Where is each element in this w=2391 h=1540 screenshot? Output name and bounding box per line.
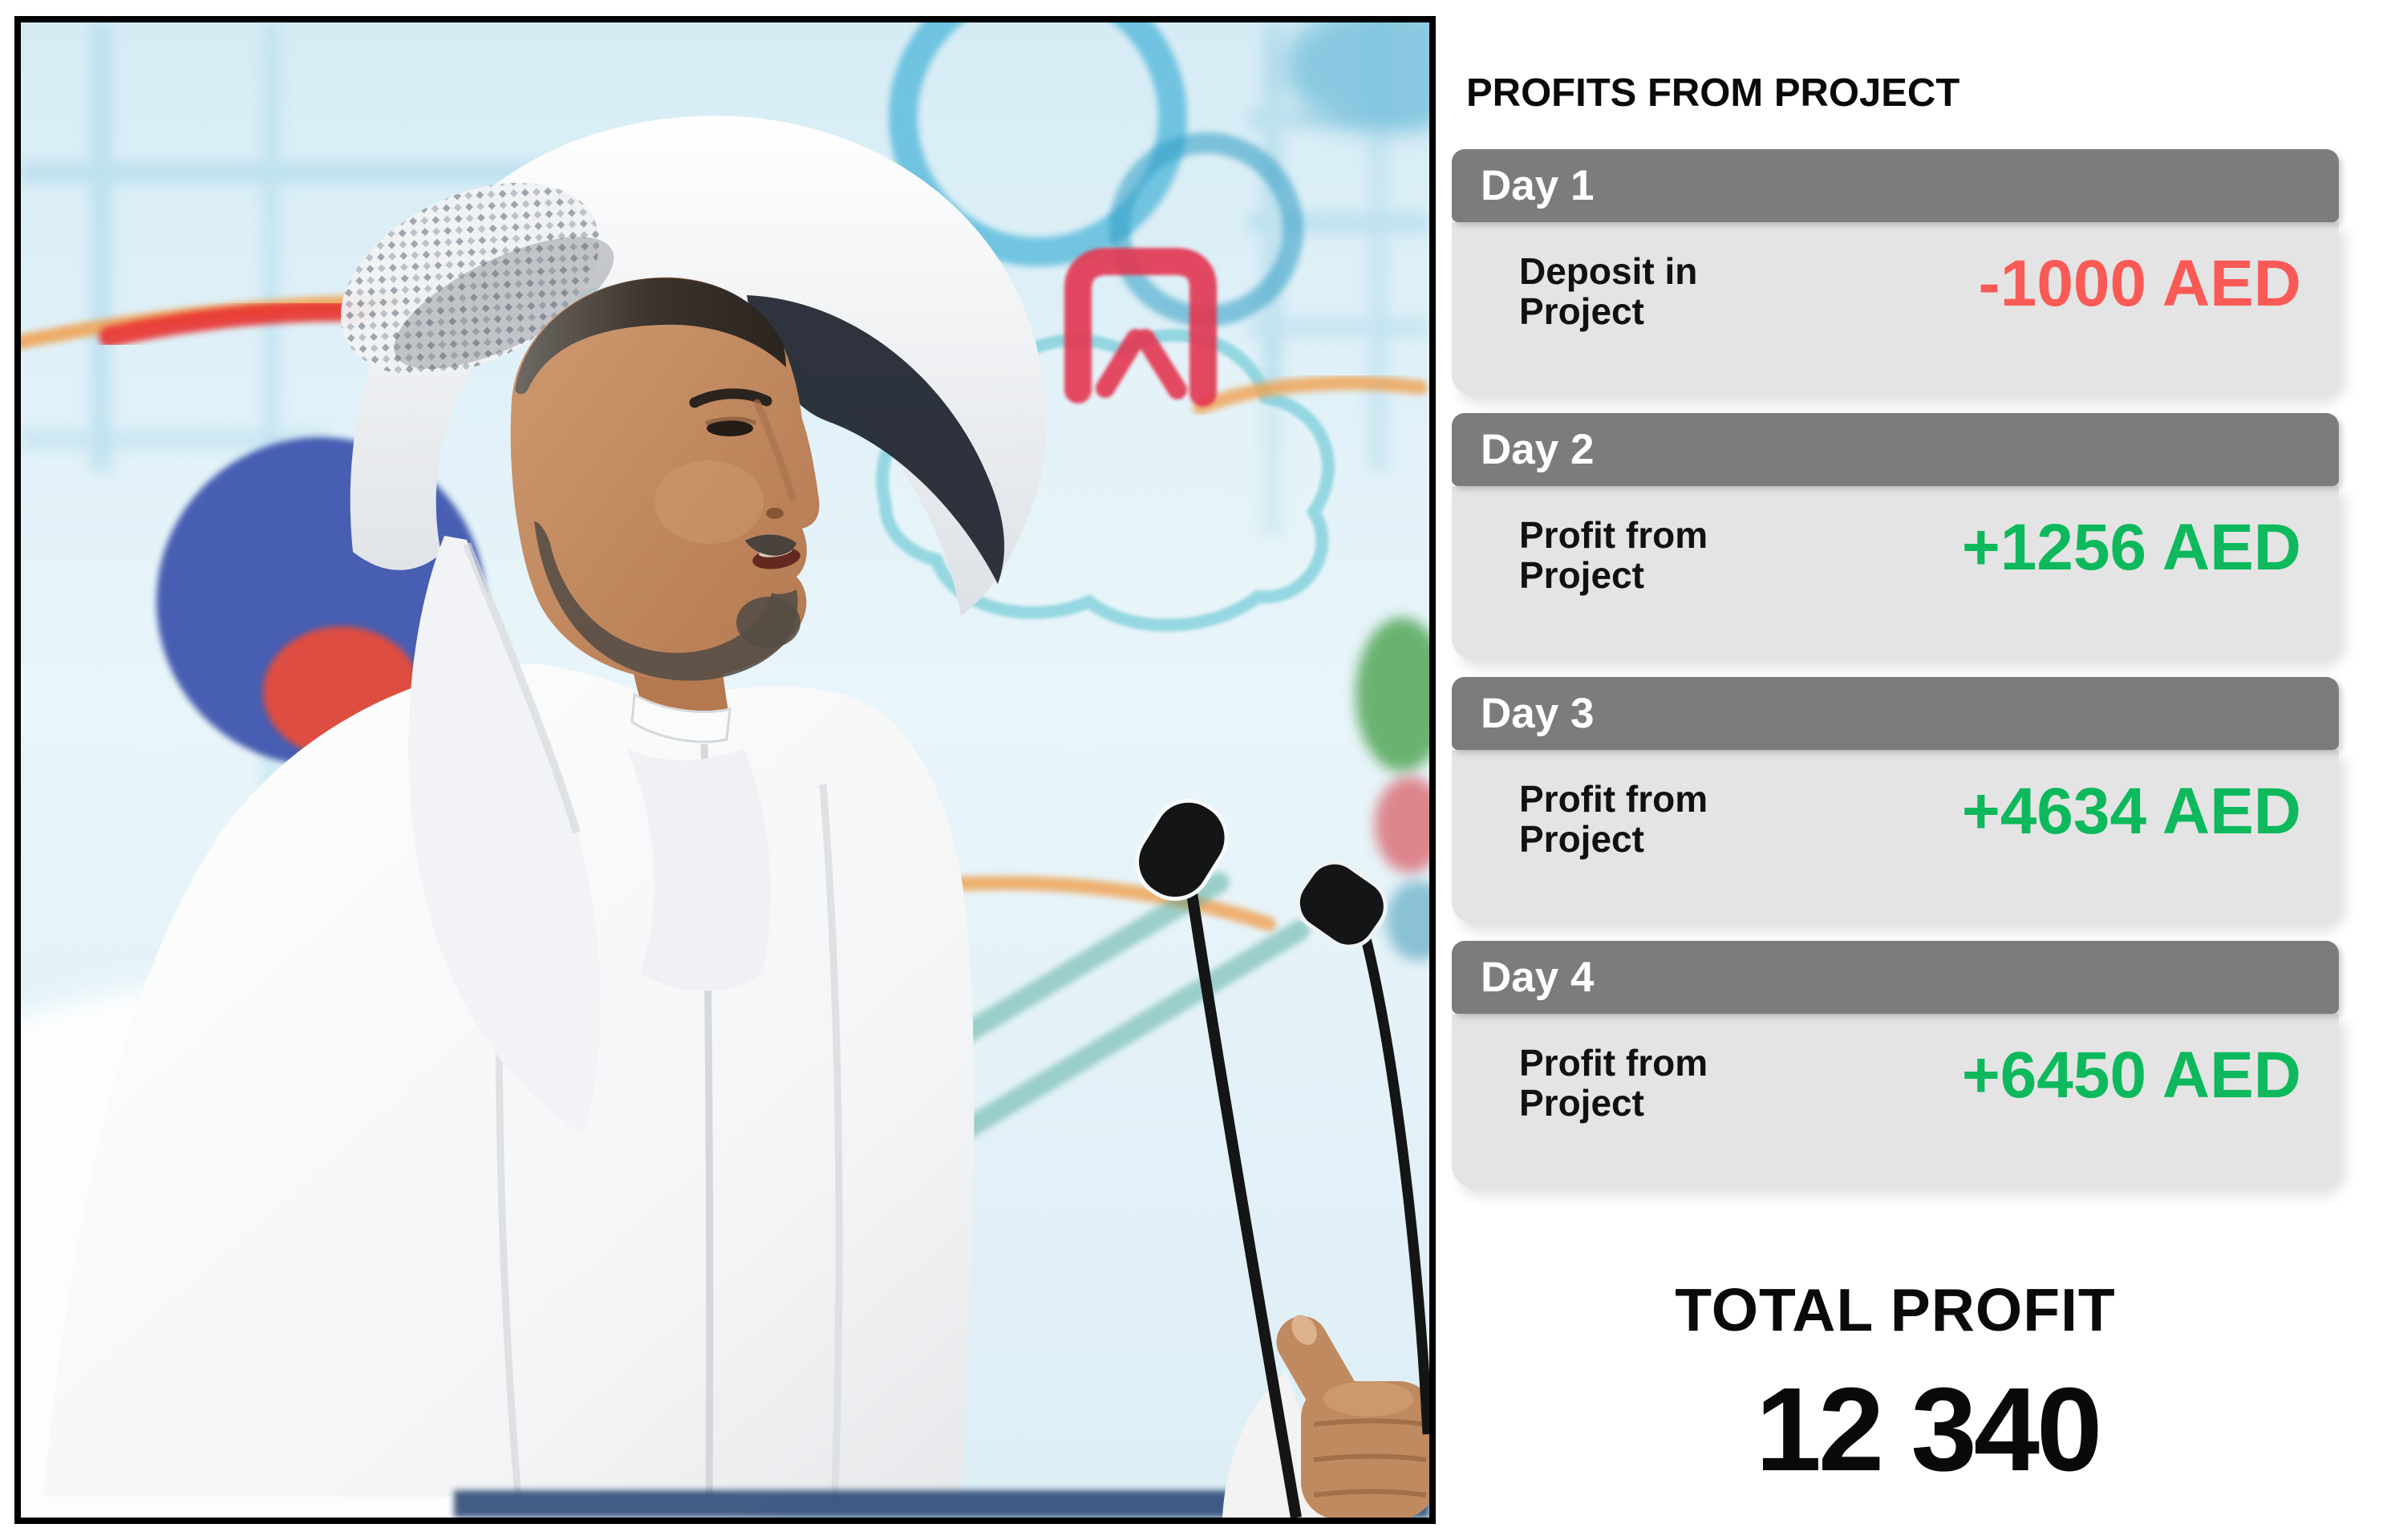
day-label: Day 3 [1481,690,1595,737]
day-card-header: Day 4 [1452,941,2339,1014]
day-label: Day 4 [1481,954,1595,1001]
red-arch-icon [1064,248,1217,407]
card-label: Deposit in Project [1519,250,1698,332]
speaker-photo [14,16,1436,1524]
day-card-3: Day 3 Profit from Project +4634 AED [1452,677,2339,924]
microphone-icon-2 [1295,860,1429,1435]
day-label: Day 2 [1481,426,1595,473]
total-label: TOTAL PROFIT [1675,1276,2116,1343]
day-card-4: Day 4 Profit from Project +6450 AED [1452,941,2339,1188]
card-label: Profit from Project [1519,1042,1708,1124]
day-card-header: Day 1 [1452,149,2339,222]
day-card-body: Profit from Project +4634 AED [1452,750,2339,924]
day-card-body: Deposit in Project -1000 AED [1452,222,2339,396]
day-label: Day 1 [1481,162,1595,209]
total-section: TOTAL PROFIT 12 340 [1452,1275,2339,1498]
card-label: Profit from Project [1519,514,1708,596]
total-value: 12 340 [1755,1364,2103,1496]
microphone-icon [1135,798,1302,1518]
page-title: PROFITS FROM PROJECT [1466,71,1960,115]
day-card-1: Day 1 Deposit in Project -1000 AED [1452,149,2339,396]
card-value: -1000 AED [1978,247,2301,320]
card-label: Profit from Project [1519,778,1708,860]
card-value: +4634 AED [1961,775,2301,848]
day-card-header: Day 2 [1452,413,2339,486]
photo-illustration [21,22,1429,1518]
day-card-body: Profit from Project +6450 AED [1452,1014,2339,1188]
card-value: +1256 AED [1961,511,2301,584]
day-card-2: Day 2 Profit from Project +1256 AED [1452,413,2339,660]
profits-panel: Day 1 Deposit in Project -1000 AED Day 2… [1452,149,2339,1205]
speaker-illustration [43,116,1429,1518]
day-card-header: Day 3 [1452,677,2339,750]
day-card-body: Profit from Project +1256 AED [1452,486,2339,660]
card-value: +6450 AED [1961,1039,2301,1112]
